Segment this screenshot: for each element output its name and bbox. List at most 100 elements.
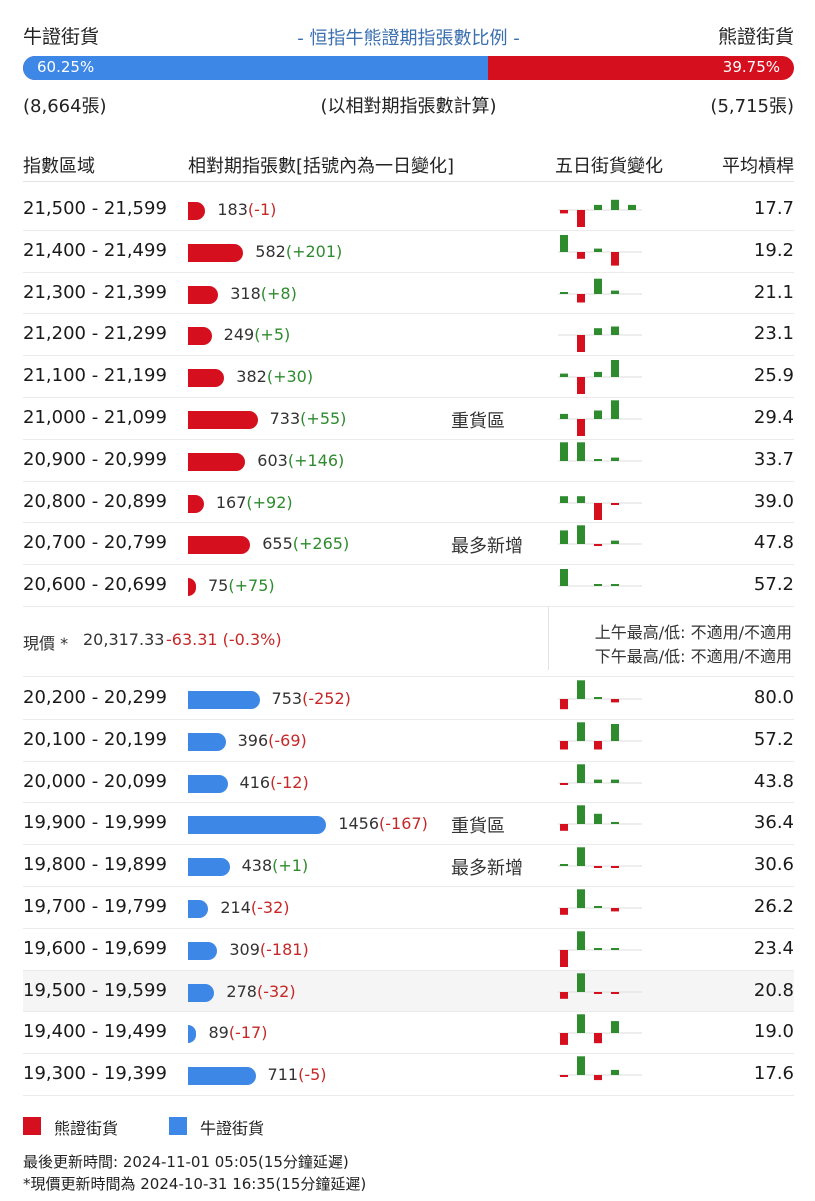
row-contracts: 214(-32)	[220, 898, 289, 917]
row-range: 20,200 - 20,299	[23, 687, 167, 708]
row-leverage: 43.8	[753, 770, 794, 792]
row-change: (+146)	[287, 450, 345, 470]
five-day-bar	[560, 291, 568, 294]
price-updated: *現價更新時間為 2024-10-31 16:35(15分鐘延遲)	[23, 1175, 367, 1193]
row-leverage: 30.6	[753, 854, 794, 876]
five-day-bar	[577, 805, 585, 825]
five-day-bar	[594, 410, 602, 419]
row-count: 1456	[338, 814, 380, 834]
five-day-bar	[560, 782, 568, 785]
legend-bull-label: 牛證街貨	[200, 1119, 265, 1138]
row-count: 416	[239, 772, 271, 792]
five-day-bar	[594, 372, 602, 378]
table-row: 19,400 - 19,499 89(-17) 19.0	[23, 1012, 794, 1055]
row-range: 19,900 - 19,999	[23, 812, 167, 834]
five-day-chart	[558, 234, 642, 266]
five-day-bar	[611, 699, 619, 703]
row-count: 396	[237, 730, 269, 750]
five-day-bar	[594, 1033, 602, 1044]
five-day-chart	[558, 525, 642, 547]
row-count: 183	[217, 200, 248, 219]
five-day-bar	[611, 822, 619, 825]
row-leverage: 19.0	[753, 1021, 794, 1043]
bear-bar	[188, 202, 206, 220]
five-day-chart	[558, 931, 642, 967]
five-day-bar	[577, 495, 585, 503]
table-row: 19,900 - 19,999 1456(-167) 重貨區 36.4	[23, 803, 794, 846]
five-day-bar	[611, 290, 619, 294]
row-count: 89	[208, 1023, 229, 1043]
row-change: (-167)	[379, 814, 428, 834]
five-day-bar	[560, 699, 568, 710]
row-count: 382	[236, 367, 267, 387]
bull-label: 牛證街貨	[23, 26, 100, 48]
am-high-low: 上午最高/低: 不適用/不適用	[594, 623, 792, 642]
count-note: (以相對期指張數計算)	[320, 96, 497, 117]
row-count: 167	[215, 492, 247, 512]
table-row: 19,500 - 19,599 278(-32) 20.8	[23, 970, 794, 1013]
five-day-chart	[558, 847, 642, 869]
row-leverage: 21.1	[753, 281, 794, 303]
row-count: 753	[271, 689, 303, 708]
five-day-bar	[611, 907, 619, 912]
row-range: 19,600 - 19,699	[23, 937, 167, 959]
row-range: 19,700 - 19,799	[23, 895, 167, 917]
current-change: -63.31 (-0.3%)	[166, 630, 282, 649]
five-day-bar	[611, 540, 619, 545]
five-day-bar	[560, 824, 568, 832]
row-count: 318	[230, 283, 261, 303]
row-contracts: 309(-181)	[229, 940, 308, 959]
bull-bar	[188, 941, 218, 960]
five-day-chart	[558, 495, 642, 520]
table-row: 19,700 - 19,799 214(-32) 26.2	[23, 887, 794, 929]
row-count: 733	[269, 408, 301, 428]
five-day-bar	[560, 210, 568, 214]
ratio-bull-fill	[23, 56, 488, 80]
five-day-bar	[611, 991, 619, 994]
row-leverage: 25.9	[753, 365, 794, 387]
bull-bar	[188, 732, 226, 751]
five-day-bar	[577, 335, 585, 353]
five-day-bar	[594, 204, 602, 210]
five-day-bar	[560, 569, 568, 587]
row-change: (+55)	[300, 408, 347, 428]
bear-label: 熊證街貨	[717, 26, 794, 48]
five-day-bar	[560, 1033, 568, 1046]
five-day-chart	[558, 763, 642, 785]
row-change: (+92)	[246, 492, 293, 512]
row-range: 19,300 - 19,399	[23, 1063, 167, 1085]
bear-bar	[188, 410, 258, 429]
five-day-bar	[577, 680, 585, 699]
row-tag: 最多新增	[451, 536, 523, 558]
five-day-bar	[594, 458, 602, 461]
row-contracts: 396(-69)	[238, 731, 307, 750]
five-day-bar	[594, 278, 602, 294]
bear-bar	[188, 327, 212, 346]
row-count: 582	[255, 241, 286, 261]
row-contracts: 711(-5)	[268, 1065, 327, 1084]
table-header: 指數區域 相對期指張數[括號內為一日變化] 五日街貨變化 平均槓桿	[23, 152, 794, 182]
current-price-row: 現價 * 20,317.33 -63.31 (-0.3%) 上午最高/低: 不適…	[23, 607, 794, 677]
five-day-bar	[594, 328, 602, 336]
bull-bar	[188, 1067, 256, 1086]
row-count: 75	[208, 576, 229, 596]
five-day-bar	[594, 584, 602, 587]
row-leverage: 39.0	[753, 490, 794, 512]
row-count: 438	[241, 856, 273, 876]
row-leverage: 17.7	[753, 198, 794, 219]
row-leverage: 33.7	[753, 448, 794, 470]
five-day-chart	[558, 199, 642, 227]
five-day-bar	[560, 413, 568, 419]
row-count: 214	[220, 897, 251, 917]
row-count: 249	[223, 325, 255, 345]
row-contracts: 582(+201)	[255, 242, 342, 261]
row-change: (-32)	[256, 981, 296, 1001]
current-divider	[548, 607, 549, 670]
row-range: 21,400 - 21,499	[23, 239, 167, 261]
row-range: 20,700 - 20,799	[23, 532, 167, 554]
row-change: (-252)	[302, 689, 351, 708]
row-range: 19,800 - 19,899	[23, 854, 167, 876]
five-day-chart	[558, 360, 642, 395]
five-day-bar	[611, 723, 619, 741]
five-day-chart	[558, 680, 642, 710]
